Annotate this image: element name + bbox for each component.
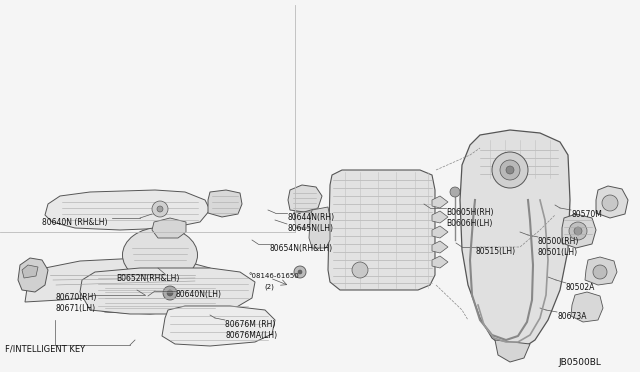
Text: B0606H(LH): B0606H(LH): [446, 219, 492, 228]
Text: JB0500BL: JB0500BL: [558, 358, 601, 367]
Text: (2): (2): [264, 284, 274, 291]
Polygon shape: [596, 186, 628, 218]
Circle shape: [298, 270, 302, 274]
Text: 80500(RH): 80500(RH): [538, 237, 579, 246]
Text: 80502A: 80502A: [566, 283, 595, 292]
Circle shape: [167, 290, 173, 296]
Circle shape: [157, 206, 163, 212]
Polygon shape: [309, 207, 330, 248]
Polygon shape: [294, 212, 316, 228]
Polygon shape: [495, 340, 530, 362]
Polygon shape: [18, 258, 48, 292]
Polygon shape: [460, 130, 570, 350]
Text: 80640N(LH): 80640N(LH): [175, 290, 221, 299]
Text: 80501(LH): 80501(LH): [538, 248, 578, 257]
Polygon shape: [432, 256, 448, 268]
Polygon shape: [585, 257, 617, 285]
Circle shape: [492, 152, 528, 188]
Polygon shape: [162, 306, 275, 346]
Polygon shape: [571, 292, 603, 322]
Circle shape: [506, 166, 514, 174]
Polygon shape: [45, 190, 210, 230]
Text: 80676M (RH): 80676M (RH): [225, 320, 275, 329]
Text: 80515(LH): 80515(LH): [476, 247, 516, 256]
Text: 80645N(LH): 80645N(LH): [287, 224, 333, 233]
Text: 80570M: 80570M: [571, 210, 602, 219]
Ellipse shape: [122, 228, 198, 282]
Circle shape: [574, 227, 582, 235]
Text: 80654N(RH&LH): 80654N(RH&LH): [270, 244, 333, 253]
Polygon shape: [88, 278, 225, 314]
Text: 80644N(RH): 80644N(RH): [287, 213, 334, 222]
Polygon shape: [80, 268, 255, 314]
Polygon shape: [22, 265, 38, 278]
Circle shape: [352, 262, 368, 278]
Polygon shape: [432, 241, 448, 253]
Polygon shape: [328, 170, 435, 290]
Text: B0605H(RH): B0605H(RH): [446, 208, 493, 217]
Text: °08146-61650: °08146-61650: [248, 273, 299, 279]
Circle shape: [500, 160, 520, 180]
Circle shape: [593, 265, 607, 279]
Text: B0652N(RH&LH): B0652N(RH&LH): [116, 274, 179, 283]
Polygon shape: [288, 185, 322, 212]
Text: 80670(RH): 80670(RH): [55, 293, 97, 302]
Text: 80676MA(LH): 80676MA(LH): [225, 331, 277, 340]
Circle shape: [163, 286, 177, 300]
Text: 80673A: 80673A: [557, 312, 586, 321]
Text: F/INTELLIGENT KEY: F/INTELLIGENT KEY: [5, 345, 85, 354]
Polygon shape: [25, 258, 215, 302]
Polygon shape: [152, 218, 186, 238]
Text: 80671(LH): 80671(LH): [55, 304, 95, 313]
Polygon shape: [432, 226, 448, 238]
Text: 80640N (RH&LH): 80640N (RH&LH): [42, 218, 108, 227]
Circle shape: [294, 266, 306, 278]
Polygon shape: [562, 214, 596, 248]
Polygon shape: [432, 196, 448, 208]
Polygon shape: [208, 190, 242, 217]
Circle shape: [602, 195, 618, 211]
Circle shape: [569, 222, 587, 240]
Polygon shape: [432, 211, 448, 223]
Circle shape: [152, 201, 168, 217]
Circle shape: [450, 187, 460, 197]
